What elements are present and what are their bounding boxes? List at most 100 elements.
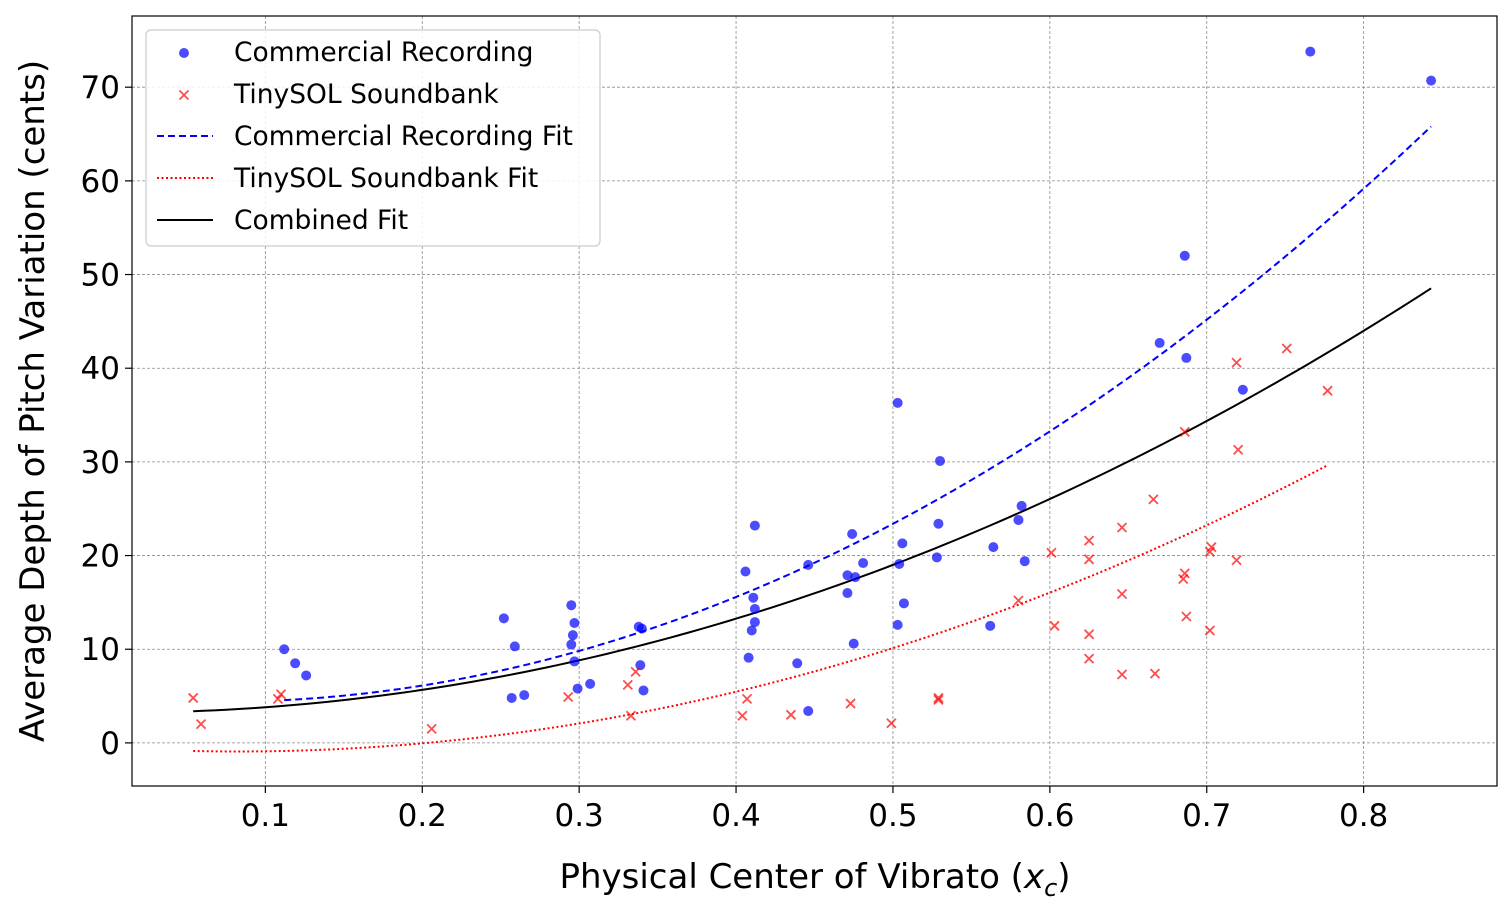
tinysol-point [845, 698, 856, 709]
fit-line-combined-fit [193, 287, 1432, 713]
commercial-point [1181, 352, 1192, 363]
tinysol-point [1148, 494, 1159, 505]
commercial-point [894, 558, 905, 569]
tinysol-point [1231, 555, 1242, 566]
commercial-point [749, 617, 760, 628]
tinysol-point [625, 710, 637, 721]
legend-marker [179, 48, 189, 58]
tinysol-point [1179, 426, 1190, 438]
legend-item: TinySOL Soundbank Fit [157, 163, 538, 194]
commercial-point [850, 572, 861, 583]
tinysol-point [563, 691, 574, 703]
legend-label: Commercial Recording [234, 37, 533, 68]
commercial-point [567, 630, 578, 641]
legend-item: Commercial Recording Fit [157, 121, 573, 152]
y-tick-label: 10 [81, 632, 120, 668]
commercial-point [569, 656, 580, 667]
y-axis-title: Average Depth of Pitch Variation (cents) [13, 60, 53, 742]
legend-label: TinySOL Soundbank [233, 79, 499, 110]
tinysol-point [630, 666, 641, 677]
y-tick-label: 0 [100, 726, 120, 762]
legend-item: Commercial Recording [179, 37, 533, 68]
tinysol-point [1231, 357, 1242, 368]
fit-line-tinysol-soundbank-fit [193, 464, 1329, 753]
tinysol-point [1322, 385, 1333, 396]
commercial-point [572, 683, 583, 694]
commercial-point [569, 618, 580, 629]
commercial-point [749, 603, 760, 614]
x-axis-title-sub: c [1044, 874, 1057, 902]
tinysol-point [1013, 595, 1024, 606]
tinysol-point [741, 693, 753, 705]
commercial-point [290, 658, 301, 669]
tinysol-point [622, 679, 633, 690]
y-axis-ticks: 0 10 20 30 40 50 60 70 [81, 70, 132, 762]
x-tick-label: 0.4 [711, 798, 760, 834]
tinysol-point [1206, 541, 1217, 553]
legend-frame [145, 29, 601, 247]
tinysol-point [1204, 625, 1216, 636]
commercial-point [509, 641, 520, 652]
commercial-point [638, 685, 649, 696]
legend-marker [178, 89, 190, 101]
commercial-point [892, 397, 903, 408]
legend-label: Combined Fit [234, 205, 408, 236]
tinysol-point [1116, 588, 1128, 600]
x-axis-ticks: 0.1 0.2 0.3 0.4 0.5 0.6 0.7 0.8 [241, 786, 1388, 834]
commercial-point [1019, 556, 1030, 567]
y-tick-label: 50 [81, 258, 120, 294]
commercial-point [1305, 46, 1316, 57]
scatter-points [188, 46, 1437, 734]
commercial-point [803, 559, 814, 570]
x-axis-title-close: ) [1057, 857, 1070, 897]
legend: Commercial Recording TinySOL Soundbank Com… [145, 29, 601, 247]
commercial-point [498, 613, 509, 624]
tinysol-point [188, 692, 199, 704]
commercial-point [279, 644, 290, 655]
x-axis-title-text: Physical Center of Vibrato ( [559, 857, 1024, 897]
commercial-point [792, 658, 803, 669]
commercial-point [1237, 384, 1248, 395]
x-tick-label: 0.5 [868, 798, 917, 834]
commercial-point [847, 529, 858, 540]
tinysol-point [275, 689, 287, 700]
commercial-point [748, 592, 759, 603]
commercial-point [842, 588, 853, 599]
commercial-point [636, 623, 647, 634]
commercial-point [635, 660, 646, 671]
commercial-point [506, 692, 517, 703]
commercial-point [935, 455, 946, 466]
commercial-point [898, 598, 909, 609]
commercial-point [803, 706, 814, 717]
legend-label: Commercial Recording Fit [234, 121, 573, 152]
fit-lines [193, 125, 1432, 753]
tinysol-point [426, 723, 437, 734]
y-tick-label: 40 [81, 351, 120, 387]
tinysol-point [1281, 343, 1292, 354]
x-tick-label: 0.2 [398, 798, 447, 834]
tinysol-point [1116, 669, 1128, 680]
commercial-point [985, 620, 996, 631]
commercial-point [1154, 337, 1165, 348]
legend-label: TinySOL Soundbank Fit [233, 163, 538, 194]
legend-item: TinySOL Soundbank [178, 79, 499, 110]
tinysol-point [1149, 668, 1161, 679]
x-tick-label: 0.6 [1025, 798, 1074, 834]
tinysol-point [1083, 629, 1095, 640]
tinysol-point [1179, 568, 1190, 579]
commercial-point [1016, 500, 1027, 511]
commercial-point [892, 619, 903, 630]
legend-item: Combined Fit [157, 205, 408, 236]
tinysol-point [1116, 522, 1128, 533]
commercial-point [931, 552, 942, 563]
tinysol-point [785, 709, 797, 720]
y-tick-label: 20 [81, 539, 120, 575]
commercial-point [988, 542, 999, 553]
tinysol-point [1181, 611, 1192, 622]
x-tick-label: 0.8 [1339, 798, 1388, 834]
x-tick-label: 0.1 [241, 798, 290, 834]
commercial-point [743, 652, 754, 663]
commercial-point [1426, 75, 1437, 86]
x-tick-label: 0.7 [1182, 798, 1231, 834]
